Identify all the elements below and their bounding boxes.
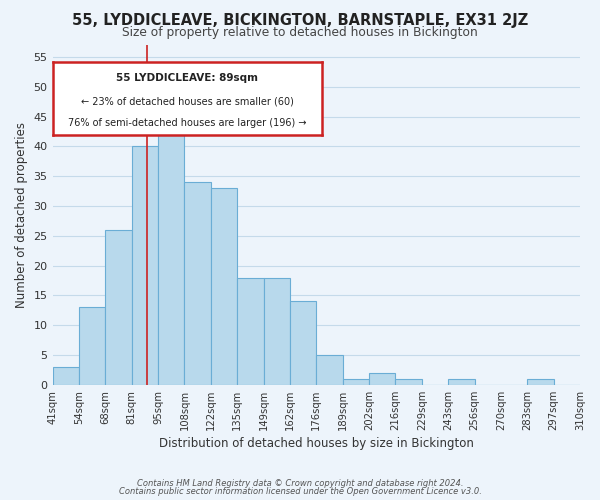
Bar <box>158 116 184 385</box>
Bar <box>343 379 369 385</box>
Bar <box>369 373 395 385</box>
Bar <box>53 367 79 385</box>
Bar <box>290 302 316 385</box>
Bar <box>395 379 422 385</box>
Bar <box>211 188 237 385</box>
Text: Contains HM Land Registry data © Crown copyright and database right 2024.: Contains HM Land Registry data © Crown c… <box>137 478 463 488</box>
Text: Size of property relative to detached houses in Bickington: Size of property relative to detached ho… <box>122 26 478 39</box>
Bar <box>237 278 263 385</box>
Bar <box>131 146 158 385</box>
X-axis label: Distribution of detached houses by size in Bickington: Distribution of detached houses by size … <box>159 437 474 450</box>
Bar <box>316 355 343 385</box>
Bar <box>527 379 554 385</box>
Bar <box>448 379 475 385</box>
Bar <box>263 278 290 385</box>
Text: 55, LYDDICLEAVE, BICKINGTON, BARNSTAPLE, EX31 2JZ: 55, LYDDICLEAVE, BICKINGTON, BARNSTAPLE,… <box>72 12 528 28</box>
Text: Contains public sector information licensed under the Open Government Licence v3: Contains public sector information licen… <box>119 487 481 496</box>
Bar <box>79 308 105 385</box>
Bar <box>105 230 131 385</box>
Y-axis label: Number of detached properties: Number of detached properties <box>15 122 28 308</box>
Bar <box>184 182 211 385</box>
